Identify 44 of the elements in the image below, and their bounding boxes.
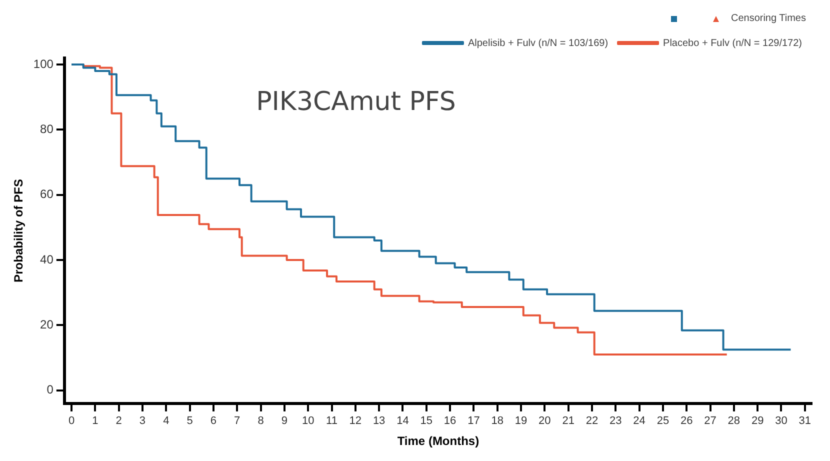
x-tick-label: 26: [680, 415, 693, 428]
x-tick-label: 1: [92, 415, 98, 428]
x-tick-label: 2: [116, 415, 122, 428]
text: PIK3CAmut PFS: [256, 86, 456, 117]
x-tick-label: 15: [420, 415, 433, 428]
legend-label: Placebo + Fulv (n/N = 129/172): [663, 38, 802, 49]
x-axis-title: Time (Months): [397, 434, 480, 448]
x-tick-label: 19: [514, 415, 528, 428]
x-tick-label: 13: [372, 415, 386, 428]
x-tick-label: 12: [349, 415, 362, 428]
x-tick-label: 21: [562, 415, 574, 428]
x-tick-label: 6: [210, 415, 217, 428]
x-tick-label: 29: [751, 415, 764, 428]
x-tick-label: 5: [186, 415, 193, 428]
x-tick-label: 24: [633, 415, 646, 428]
x-tick-label: 27: [704, 415, 716, 428]
y-tick-label: 40: [40, 252, 54, 266]
x-tick-label: 28: [728, 415, 740, 428]
x-tick-label: 17: [468, 415, 480, 428]
x-tick-label: 11: [326, 415, 338, 428]
y-tick-label: 60: [40, 187, 54, 202]
x-tick-label: 23: [610, 415, 622, 428]
x-tick-label: 20: [538, 415, 551, 428]
x-tick-label: 10: [302, 415, 314, 428]
y-tick-label: 80: [40, 122, 54, 136]
x-tick-label: 7: [234, 415, 240, 428]
x-tick-label: 14: [396, 415, 409, 428]
x-tick-label: 9: [281, 415, 288, 428]
legend-title: Censoring Times: [730, 12, 806, 25]
x-tick-label: 25: [656, 415, 670, 428]
x-tick-label: 8: [258, 415, 264, 428]
y-tick-label: 100: [33, 56, 54, 71]
y-tick-label: 20: [40, 318, 54, 332]
y-tick-label: 0: [46, 382, 54, 397]
x-tick-label: 31: [798, 415, 812, 428]
x-tick-label: 0: [68, 415, 75, 428]
x-tick-label: 16: [444, 415, 456, 428]
x-tick-label: 30: [775, 415, 788, 428]
x-tick-label: 4: [163, 415, 170, 428]
x-tick-label: 22: [586, 415, 598, 428]
y-axis-title: Probability of PFS: [12, 179, 26, 282]
x-tick-label: 3: [139, 415, 146, 428]
legend-label: Alpelisib + Fulv (n/N = 103/169): [468, 38, 608, 49]
x-tick-label: 18: [491, 415, 504, 428]
